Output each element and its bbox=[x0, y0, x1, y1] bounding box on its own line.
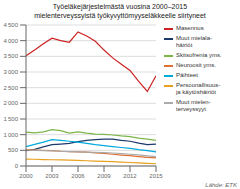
svg-text:1 500: 1 500 bbox=[8, 116, 19, 122]
svg-text:2 000: 2 000 bbox=[8, 100, 19, 106]
html-text:mielenterveyssyistä työkyvyttö: mielenterveyssyistä työkyvyttömyyseläkke… bbox=[34, 12, 206, 19]
svg-text:3 000: 3 000 bbox=[8, 69, 19, 75]
svg-text:2015: 2015 bbox=[149, 173, 163, 179]
svg-text:4 500: 4 500 bbox=[8, 22, 19, 28]
svg-text:3 500: 3 500 bbox=[8, 53, 19, 59]
svg-text:2009: 2009 bbox=[97, 173, 111, 179]
html-text:Lähde: ETK: Lähde: ETK bbox=[205, 182, 237, 188]
html-text:Päihteet: Päihteet bbox=[176, 72, 198, 78]
svg-text:4 000: 4 000 bbox=[8, 38, 19, 44]
html-text:Persoonallisuus-: Persoonallisuus- bbox=[176, 82, 221, 88]
html-text:Skitsofrenia yms.: Skitsofrenia yms. bbox=[176, 52, 222, 58]
svg-text:1 000: 1 000 bbox=[8, 132, 19, 138]
svg-text:0: 0 bbox=[15, 163, 19, 169]
html-text:Masennus: Masennus bbox=[176, 25, 204, 31]
svg-text:2006: 2006 bbox=[71, 173, 85, 179]
html-text:terveyssyyt: terveyssyyt bbox=[176, 106, 206, 112]
svg-text:2000: 2000 bbox=[19, 173, 33, 179]
html-text:häiriöt: häiriöt bbox=[176, 42, 193, 48]
html-text:Neuroosit yms.: Neuroosit yms. bbox=[176, 62, 216, 68]
svg-text:500: 500 bbox=[8, 147, 19, 153]
html-text:ja käytöshäiriöt: ja käytöshäiriöt bbox=[176, 89, 216, 95]
svg-text:2 500: 2 500 bbox=[8, 85, 19, 91]
html-text:Työeläkejärjestelmästä vuosina: Työeläkejärjestelmästä vuosina 2000–2015 bbox=[52, 3, 188, 10]
svg-text:2003: 2003 bbox=[45, 173, 59, 179]
html-text:Muut mielen-: Muut mielen- bbox=[176, 99, 211, 105]
svg-text:2012: 2012 bbox=[123, 173, 137, 179]
html-text:Muut mielala-: Muut mielala- bbox=[176, 35, 212, 41]
